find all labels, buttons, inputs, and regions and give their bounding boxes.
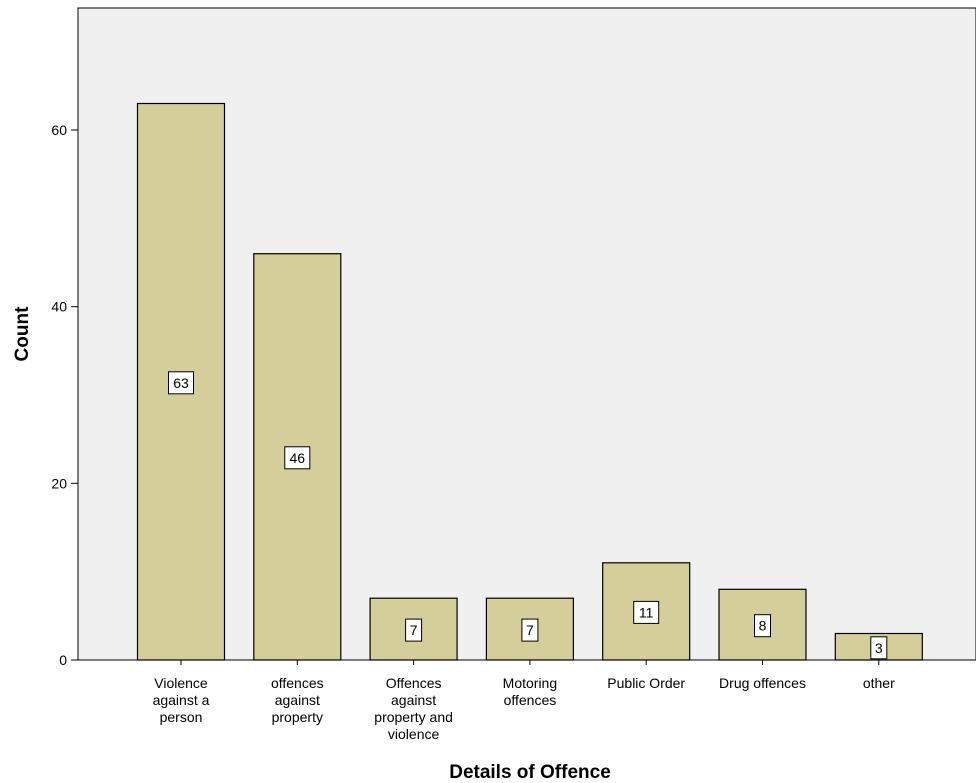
plot-area [77, 7, 976, 661]
x-axis-title: Details of Offence [449, 762, 611, 783]
x-tick-label: other [863, 675, 895, 691]
data-label: 46 [290, 450, 306, 466]
x-tick-label: offences against property [271, 675, 324, 725]
x-tick-label: Offences against property and violence [374, 675, 453, 742]
x-tick-label: Public Order [607, 675, 685, 691]
data-label: 7 [526, 622, 534, 638]
data-label-box [284, 446, 311, 470]
data-label-box [870, 636, 888, 660]
x-tick-label: Drug offences [719, 675, 806, 691]
y-axis: 0 20 40 60 [51, 122, 78, 668]
x-tick-label: Violence against a person [153, 675, 210, 725]
data-label: 8 [759, 618, 767, 634]
data-label-box [405, 618, 423, 642]
data-label-box [168, 371, 194, 395]
y-tick-label: 60 [51, 122, 67, 138]
x-tick-label: Motoring offences [503, 675, 557, 708]
y-tick-label: 20 [51, 475, 67, 491]
y-tick-label: 0 [59, 652, 67, 668]
data-label-box [633, 600, 660, 624]
data-label: 7 [410, 622, 418, 638]
y-tick-label: 40 [51, 299, 67, 315]
y-axis-title: Count [12, 306, 33, 362]
data-label: 63 [173, 375, 189, 391]
data-label-box [521, 618, 539, 642]
x-axis: Violence against a person offences against pr… [153, 660, 895, 742]
data-label-box [754, 614, 771, 638]
data-label: 11 [639, 604, 654, 620]
data-labels-group: 63 46 7 7 11 8 3 [168, 371, 888, 660]
bar [369, 597, 458, 661]
data-label: 3 [875, 640, 883, 656]
